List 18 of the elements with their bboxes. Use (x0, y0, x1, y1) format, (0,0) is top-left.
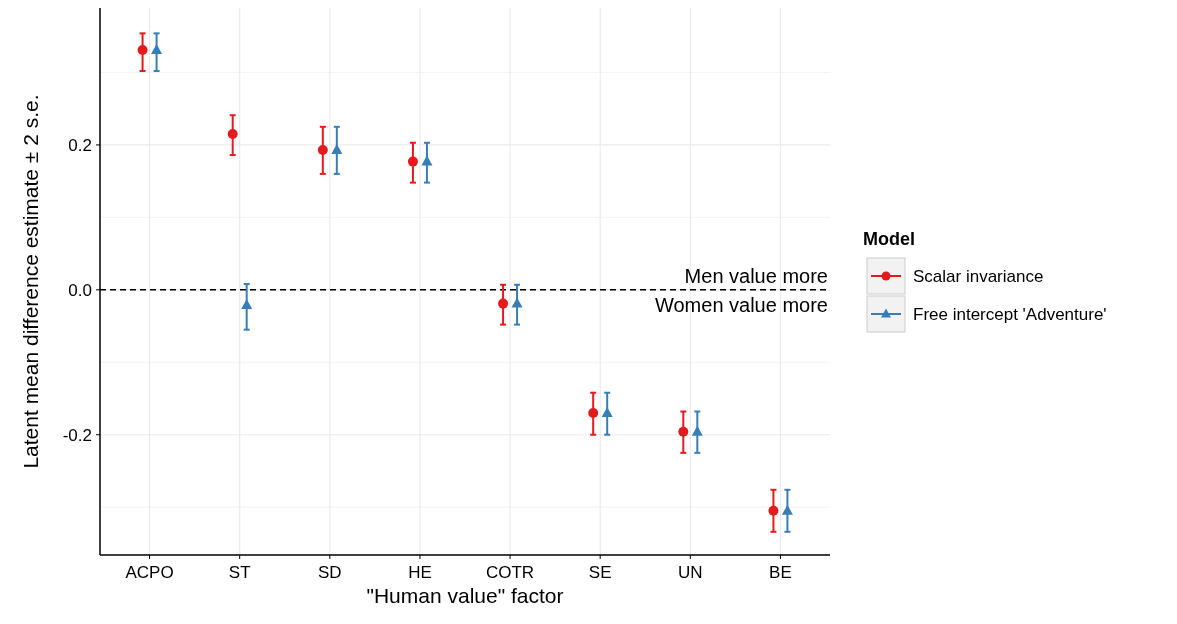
x-tick-label: UN (678, 563, 703, 582)
x-tick-label: ACPO (125, 563, 174, 582)
legend-title: Model (863, 229, 915, 249)
legend-label: Scalar invariance (913, 266, 1044, 286)
annotation: Women value more (654, 293, 828, 316)
y-tick-label: 0.2 (68, 135, 92, 155)
x-axis-title: "Human value" factor (366, 584, 564, 607)
x-tick-label: COTR (485, 563, 535, 582)
x-tick-label: HE (408, 563, 432, 582)
y-tick-label: -0.2 (62, 425, 92, 445)
y-axis-title: Latent mean difference estimate ± 2 s.e. (19, 94, 42, 469)
y-tick-label: 0.0 (68, 280, 92, 300)
ref-line-label: Men value more (684, 264, 828, 287)
x-tick-label: BE (769, 563, 792, 582)
x-tick-label: ST (228, 563, 251, 582)
legend-label: Free intercept 'Adventure' (913, 304, 1107, 324)
x-tick-label: SD (318, 563, 342, 582)
x-tick-label: SE (588, 563, 612, 582)
